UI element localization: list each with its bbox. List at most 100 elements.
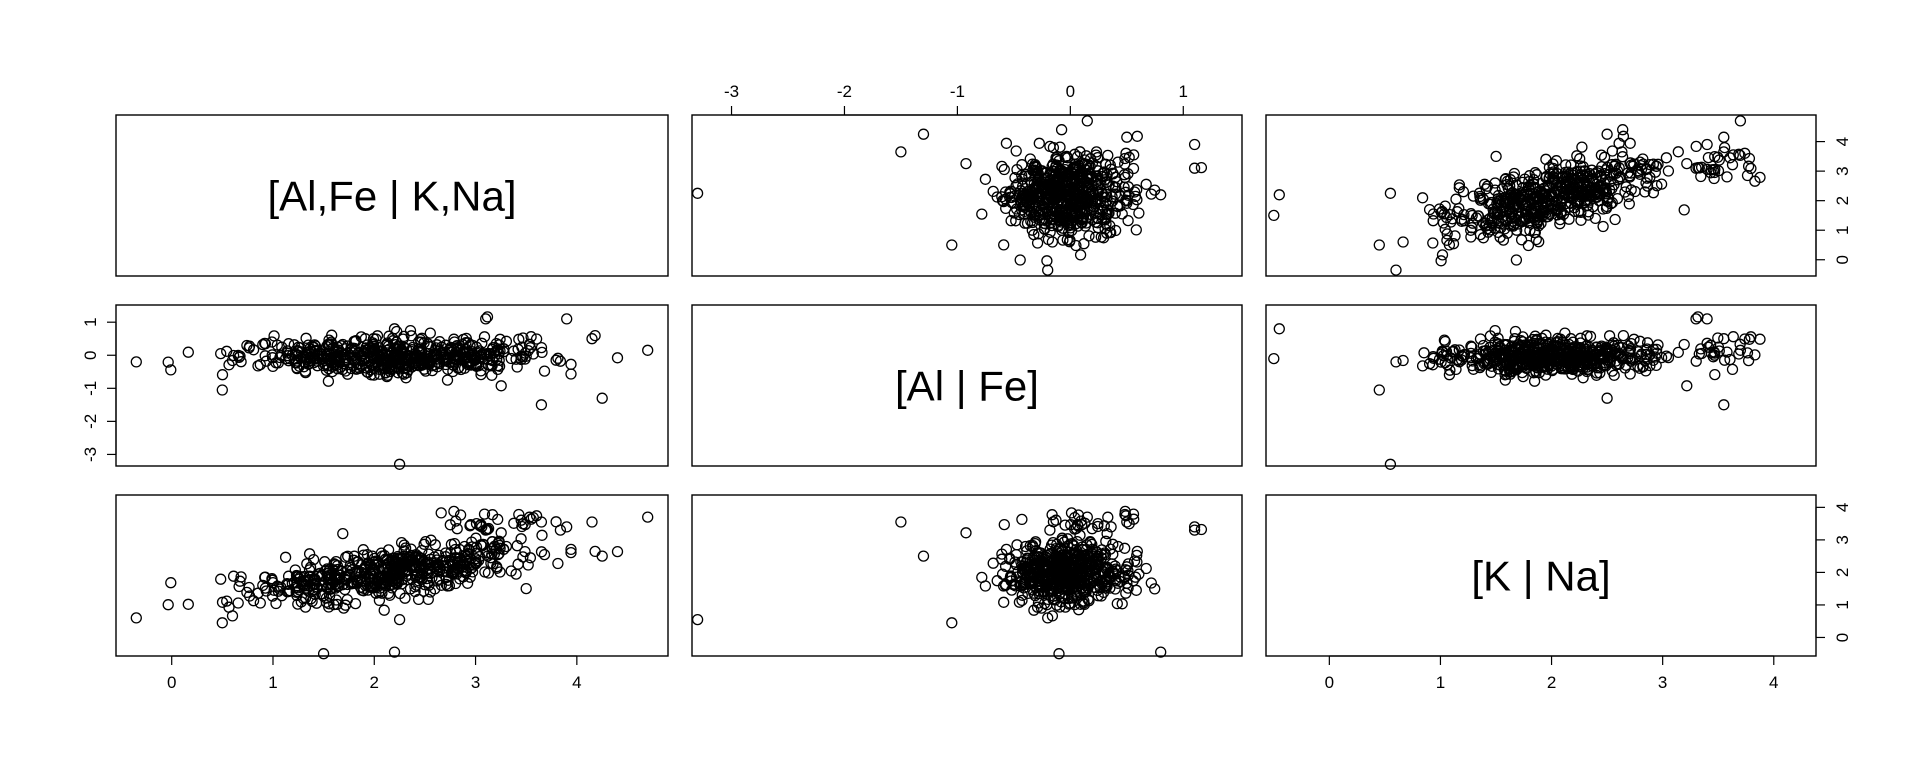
point-1-2-504: [1582, 363, 1595, 375]
point-1-0-357: [271, 339, 283, 351]
point-0-2-532: [1474, 194, 1487, 206]
point-1-0-84: [267, 360, 279, 373]
point-0-1-498: [1074, 196, 1086, 208]
point-2-1-387: [1016, 594, 1028, 607]
point-1-2-563: [1543, 359, 1556, 371]
point-2-0-564: [282, 578, 294, 591]
point-1-2-518: [1483, 353, 1496, 365]
right-axis-row0-tick-label-2: 2: [1833, 196, 1852, 205]
point-2-1-611: [1081, 511, 1093, 523]
point-0-2-430: [1606, 197, 1618, 209]
point-1-0-583: [492, 363, 504, 376]
point-0-2-281: [1690, 140, 1702, 153]
point-0-1-217: [1042, 233, 1055, 246]
panel-0-0: [115, 114, 669, 277]
point-2-1-613: [1188, 524, 1201, 536]
point-2-0-605: [450, 515, 462, 527]
point-2-0-618: [586, 516, 598, 528]
point-1-2-614: [1601, 392, 1613, 404]
point-0-1-502: [1019, 217, 1031, 229]
point-0-1-527: [1071, 202, 1083, 215]
point-2-1-283: [1092, 590, 1104, 602]
point-0-1-275: [1109, 207, 1121, 219]
point-0-2-543: [1519, 205, 1531, 218]
point-1-2-552: [1617, 329, 1630, 342]
panel-points-0-2: [1268, 115, 1766, 276]
point-2-1-462: [1013, 596, 1026, 608]
point-1-0-563: [447, 359, 459, 371]
point-2-1-575: [1005, 570, 1017, 582]
panel-points-1-2: [1268, 311, 1766, 470]
point-0-2-552: [1617, 130, 1630, 142]
point-0-1-423: [1119, 186, 1132, 198]
point-0-1-559: [1096, 204, 1109, 216]
point-2-0-576: [498, 543, 510, 555]
point-1-2-283: [1466, 341, 1478, 353]
point-1-0-588: [525, 331, 537, 343]
point-2-0-227: [611, 545, 624, 558]
point-2-0-410: [495, 527, 507, 539]
point-2-1-534: [1060, 580, 1072, 593]
point-0-1-464: [1004, 191, 1016, 204]
point-2-0-65: [162, 599, 174, 611]
point-2-1-595: [1120, 510, 1132, 522]
point-2-0-566: [326, 578, 338, 590]
point-2-1-589: [998, 518, 1010, 531]
point-1-2-522: [1644, 349, 1656, 361]
point-2-0-439: [451, 566, 463, 578]
point-0-1-501: [1051, 176, 1064, 188]
point-1-0-553: [490, 337, 503, 350]
point-0-1-442: [1100, 218, 1112, 230]
point-0-1-573: [1101, 195, 1113, 207]
point-0-2-108: [1439, 200, 1451, 212]
point-0-1-611: [1081, 115, 1093, 127]
point-2-0-541: [340, 551, 352, 563]
point-0-1-511: [1072, 220, 1084, 232]
point-0-2-558: [1600, 184, 1612, 197]
right-axis-row2-tick-label-1: 1: [1833, 600, 1852, 609]
point-2-1-423: [1119, 564, 1132, 576]
point-2-0-272: [565, 543, 577, 556]
point-2-1-606: [1069, 511, 1081, 524]
point-0-2-5: [1609, 213, 1621, 226]
bottom-axis-col0-tick-label-3: 3: [471, 673, 480, 692]
point-2-1-607: [1092, 517, 1104, 530]
point-0-1-446: [1090, 146, 1103, 158]
point-0-1-609: [691, 187, 704, 199]
panel-2-1: [691, 494, 1243, 657]
point-2-0-496: [304, 561, 317, 573]
point-0-2-271: [1575, 214, 1587, 226]
point-1-2-618: [1718, 333, 1730, 345]
point-1-0-607: [470, 341, 483, 353]
point-0-2-211: [1472, 210, 1485, 222]
point-0-2-23: [1678, 204, 1690, 216]
point-1-0-558: [403, 360, 415, 372]
point-0-1-570: [1051, 212, 1063, 224]
point-0-2-611: [1734, 115, 1747, 127]
point-0-1-91: [1083, 230, 1095, 242]
point-0-2-250: [1508, 167, 1521, 180]
point-2-1-615: [895, 516, 907, 528]
point-1-2-601: [1707, 351, 1719, 363]
point-0-1-616: [1053, 209, 1065, 222]
point-0-1-555: [1034, 195, 1046, 207]
point-1-0-569: [453, 361, 465, 374]
point-2-1-486: [1028, 604, 1040, 616]
point-1-2-568: [1619, 362, 1631, 374]
point-1-0-603: [465, 349, 477, 361]
point-0-2-463: [1524, 224, 1536, 237]
point-2-1-558: [1028, 550, 1040, 563]
point-0-1-111: [1105, 226, 1117, 239]
point-1-2-532: [1474, 333, 1487, 345]
point-1-0-605: [450, 346, 462, 358]
point-0-2-400: [1453, 179, 1466, 191]
point-2-0-545: [348, 554, 360, 566]
point-2-0-380: [252, 587, 264, 599]
point-2-1-422: [1129, 571, 1142, 583]
point-1-0-589: [475, 368, 487, 381]
point-2-1-551: [1083, 550, 1095, 563]
point-2-1-552: [1131, 545, 1143, 558]
point-0-2-562: [1614, 170, 1626, 183]
point-2-1-531: [1051, 555, 1063, 567]
point-1-0-529: [292, 341, 305, 353]
